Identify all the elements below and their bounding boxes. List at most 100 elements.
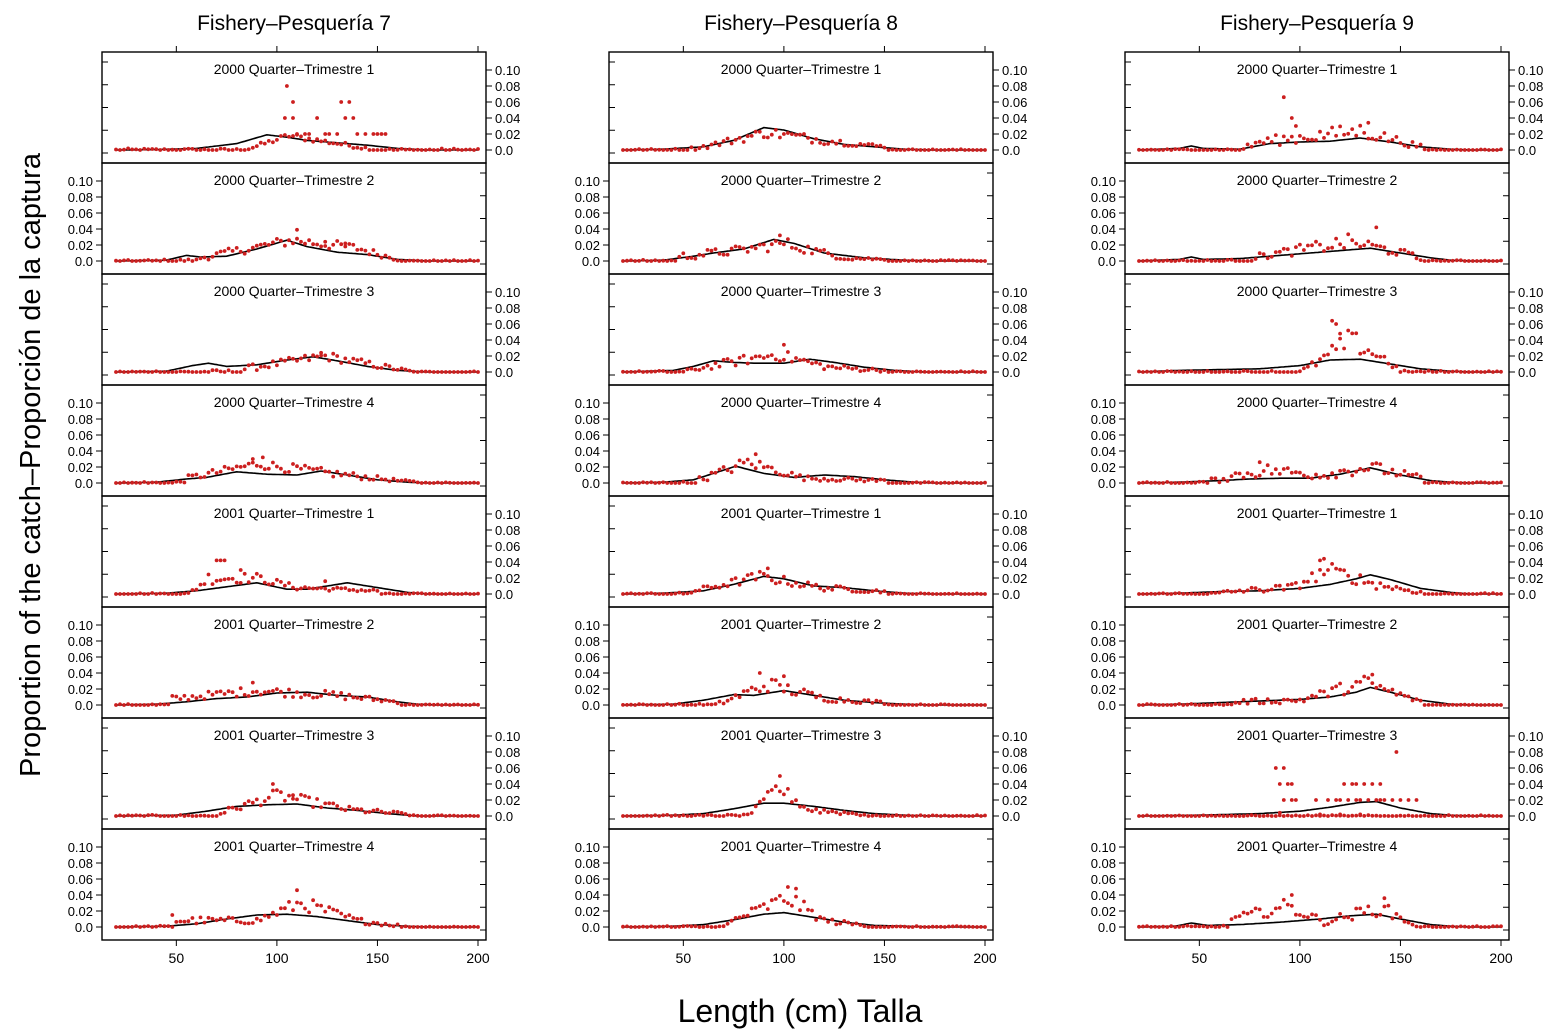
column-title: Fishery–Pesquería 7 (197, 12, 391, 35)
observed-point (1346, 469, 1351, 474)
observed-point (1269, 254, 1274, 259)
observed-point (1294, 124, 1298, 128)
observed-point (242, 251, 247, 256)
observed-point (794, 886, 798, 891)
observed-points (1137, 460, 1503, 485)
observed-point (331, 474, 336, 479)
observed-point (460, 481, 464, 485)
observed-point (182, 919, 187, 924)
observed-point (130, 813, 135, 818)
observed-point (1398, 586, 1403, 591)
observed-point (729, 577, 734, 582)
observed-point (1350, 813, 1355, 818)
observed-point (303, 138, 307, 143)
observed-point (697, 368, 702, 372)
observed-point (725, 698, 730, 703)
observed-point (1374, 225, 1379, 230)
observed-point (295, 797, 299, 802)
observed-point (1322, 689, 1326, 694)
observed-point (323, 244, 328, 248)
observed-point (379, 255, 384, 260)
observed-point (1366, 580, 1371, 585)
observed-point (673, 925, 678, 929)
observed-point (938, 924, 943, 929)
observed-point (950, 592, 955, 596)
observed-point (689, 256, 694, 260)
observed-point (1479, 480, 1483, 485)
observed-point (1245, 369, 1250, 373)
observed-point (1189, 591, 1194, 596)
observed-point (802, 132, 806, 136)
observed-point (1442, 148, 1447, 152)
observed-point (1277, 583, 1282, 588)
observed-point (1314, 798, 1318, 802)
observed-point (689, 481, 694, 485)
observed-point (1454, 814, 1459, 818)
observed-point (271, 140, 275, 145)
observed-point (934, 924, 939, 929)
observed-point (838, 138, 843, 143)
observed-point (778, 135, 782, 140)
panel-label: 2001 Quarter–Trimestre 3 (721, 727, 882, 743)
observed-point (202, 475, 207, 479)
observed-point (926, 591, 931, 596)
y-tick-label: 0.10 (495, 63, 520, 78)
panel: 2001 Quarter–Trimestre 20.00.020.040.060… (1091, 606, 1510, 719)
observed-point (1378, 135, 1383, 140)
observed-point (818, 586, 822, 591)
observed-point (830, 917, 835, 922)
y-tick-label: 0.04 (1518, 555, 1543, 570)
observed-point (275, 913, 279, 917)
observed-point (476, 147, 480, 151)
panel-label: 2000 Quarter–Trimestre 1 (1237, 61, 1398, 77)
observed-point (1346, 573, 1351, 578)
observed-point (315, 586, 319, 591)
observed-point (773, 897, 778, 901)
observed-point (1326, 476, 1330, 480)
observed-point (1213, 258, 1218, 263)
observed-point (641, 814, 645, 818)
observed-point (1265, 136, 1270, 141)
observed-point (1298, 134, 1302, 138)
observed-point (1338, 242, 1342, 247)
observed-point (126, 481, 130, 485)
observed-point (158, 481, 163, 485)
observed-point (673, 481, 678, 485)
observed-point (862, 257, 867, 261)
observed-point (1394, 253, 1399, 257)
observed-point (806, 907, 810, 912)
observed-point (637, 147, 641, 152)
observed-point (186, 146, 191, 151)
observed-point (319, 465, 323, 470)
observed-point (1326, 798, 1330, 802)
observed-point (118, 148, 122, 152)
observed-point (902, 924, 907, 929)
observed-point (134, 259, 139, 263)
predicted-line (1138, 247, 1501, 262)
observed-point (1370, 136, 1375, 141)
observed-point (399, 925, 404, 929)
observed-point (1446, 259, 1451, 263)
observed-point (1378, 912, 1383, 917)
observed-point (1378, 581, 1383, 585)
observed-point (210, 814, 215, 818)
observed-point (1366, 467, 1371, 472)
observed-points (1137, 318, 1503, 374)
observed-point (818, 811, 822, 815)
x-tick-label: 200 (466, 950, 490, 966)
observed-point (287, 793, 291, 798)
observed-point (1173, 925, 1178, 929)
observed-point (874, 925, 879, 929)
observed-point (950, 258, 955, 263)
observed-point (1201, 924, 1206, 929)
panel: 2001 Quarter–Trimestre 30.00.020.040.060… (101, 717, 520, 830)
observed-point (906, 702, 911, 707)
observed-point (834, 479, 839, 483)
observed-point (1265, 256, 1270, 261)
observed-point (423, 925, 428, 929)
observed-point (959, 147, 963, 152)
observed-point (854, 478, 859, 483)
observed-point (1334, 347, 1338, 352)
observed-point (769, 242, 774, 247)
observed-point (1426, 592, 1431, 596)
